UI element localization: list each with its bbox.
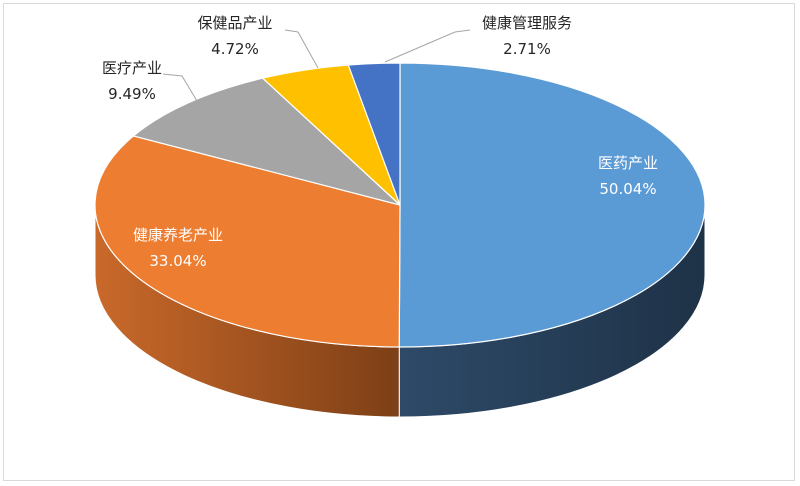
slice-label: 健康养老产业: [133, 226, 223, 244]
chart-frame: [3, 3, 795, 481]
pie-slice-4[interactable]: [347, 62, 401, 206]
slice-value-label: 9.49%: [108, 85, 156, 103]
slice-value-label: 33.04%: [149, 252, 206, 270]
slice-label: 保健品产业: [197, 14, 272, 32]
leader-line: [162, 73, 201, 107]
slice-label: 医疗产业: [102, 59, 162, 77]
pie-slice-2[interactable]: [132, 77, 401, 206]
slice-value-label: 50.04%: [599, 180, 656, 198]
slice-value-label: 4.72%: [211, 40, 259, 58]
leader-line: [384, 29, 471, 63]
slice-label: 医药产业: [598, 154, 658, 172]
pie-slice-1[interactable]: [94, 135, 401, 348]
slice-value-label: 2.71%: [503, 40, 551, 58]
leader-line: [284, 29, 319, 69]
slice-label: 健康管理服务: [482, 14, 572, 32]
pie-slice-0[interactable]: [398, 62, 706, 348]
